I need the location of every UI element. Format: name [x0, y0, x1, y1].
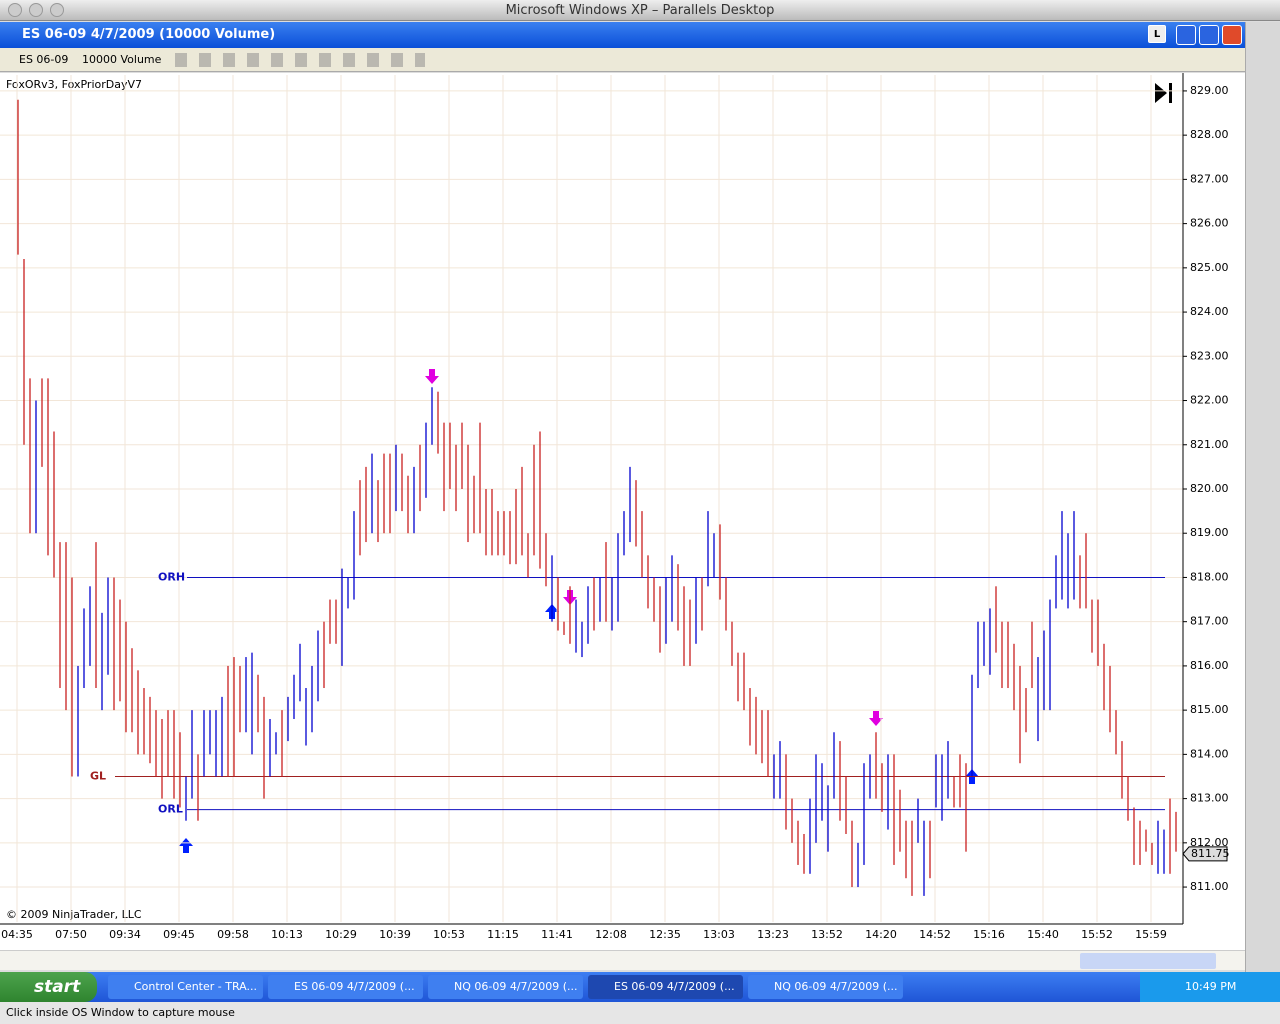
scrollbar[interactable]	[0, 950, 1245, 970]
y-tick-label: 817.00	[1190, 615, 1229, 628]
y-tick-label: 827.00	[1190, 172, 1229, 185]
y-tick-label: 825.00	[1190, 261, 1229, 274]
x-tick-label: 13:52	[811, 928, 843, 941]
x-tick-label: 14:52	[919, 928, 951, 941]
y-tick-label: 818.00	[1190, 570, 1229, 583]
y-tick-label: 828.00	[1190, 128, 1229, 141]
max-button[interactable]	[1199, 25, 1219, 45]
x-tick-label: 09:34	[109, 928, 141, 941]
x-tick-label: 12:35	[649, 928, 681, 941]
y-tick-label: 812.00	[1190, 836, 1229, 849]
x-tick-label: 15:40	[1027, 928, 1059, 941]
x-tick-label: 12:08	[595, 928, 627, 941]
statusbar: Click inside OS Window to capture mouse	[0, 1002, 1280, 1024]
x-tick-label: 14:20	[865, 928, 897, 941]
y-tick-label: 816.00	[1190, 659, 1229, 672]
l-button[interactable]: L	[1148, 25, 1166, 43]
level-label: ORL	[158, 803, 183, 816]
zoom[interactable]	[50, 3, 64, 17]
y-tick-label: 822.00	[1190, 394, 1229, 407]
indicators: FoxORv3, FoxPriorDayV7	[6, 78, 142, 91]
chart: FoxORv3, FoxPriorDayV7 © 2009 NinjaTrade…	[0, 73, 1245, 950]
chart-bg	[0, 73, 1245, 950]
x-tick-label: 15:59	[1135, 928, 1167, 941]
scroll-thumb[interactable]	[1080, 953, 1216, 969]
close[interactable]	[8, 3, 22, 17]
y-tick-label: 811.00	[1190, 880, 1229, 893]
tool-icons[interactable]	[175, 53, 425, 67]
taskbar: start Control Center - TRA... ES 06-09 4/…	[0, 972, 1280, 1002]
level-label: ORH	[158, 570, 185, 583]
min-button[interactable]	[1176, 25, 1196, 45]
clock: 10:49 PM	[1140, 972, 1280, 1002]
x-tick-label: 11:15	[487, 928, 519, 941]
toolbar: ES 06-09 10000 Volume	[0, 48, 1245, 72]
y-tick-label: 824.00	[1190, 305, 1229, 318]
task-button[interactable]: NQ 06-09 4/7/2009 (...	[748, 975, 903, 999]
window-titlebar: ES 06-09 4/7/2009 (10000 Volume) L	[0, 22, 1245, 48]
mac-titlebar: Microsoft Windows XP – Parallels Desktop	[0, 0, 1280, 21]
copyright: © 2009 NinjaTrader, LLC	[6, 908, 142, 921]
level-label: GL	[90, 769, 106, 782]
x-tick-label: 10:13	[271, 928, 303, 941]
task-button[interactable]: Control Center - TRA...	[108, 975, 263, 999]
go-end[interactable]	[1155, 83, 1172, 103]
y-tick-label: 820.00	[1190, 482, 1229, 495]
close-button[interactable]	[1222, 25, 1242, 45]
y-tick-label: 815.00	[1190, 703, 1229, 716]
instrument-select[interactable]: ES 06-09	[19, 53, 69, 66]
last-price-box	[1182, 846, 1228, 862]
x-tick-label: 07:50	[55, 928, 87, 941]
x-tick-label: 15:52	[1081, 928, 1113, 941]
y-tick-label: 829.00	[1190, 84, 1229, 97]
y-tick-label: 823.00	[1190, 349, 1229, 362]
x-tick-label: 04:35	[1, 928, 33, 941]
x-tick-label: 15:16	[973, 928, 1005, 941]
y-tick-label: 819.00	[1190, 526, 1229, 539]
x-tick-label: 10:39	[379, 928, 411, 941]
task-button[interactable]: ES 06-09 4/7/2009 (...	[268, 975, 423, 999]
x-tick-label: 10:29	[325, 928, 357, 941]
x-tick-label: 13:23	[757, 928, 789, 941]
x-tick-label: 09:58	[217, 928, 249, 941]
y-tick-label: 813.00	[1190, 792, 1229, 805]
sidebar	[1245, 22, 1280, 972]
mac-title: Microsoft Windows XP – Parallels Desktop	[505, 3, 775, 18]
task-button[interactable]: ES 06-09 4/7/2009 (...	[588, 975, 743, 999]
status-text: Click inside OS Window to capture mouse	[6, 1006, 235, 1019]
last-price: 811.75	[1191, 847, 1230, 860]
x-tick-label: 09:45	[163, 928, 195, 941]
interval-select[interactable]: 10000 Volume	[82, 53, 162, 66]
x-tick-label: 13:03	[703, 928, 735, 941]
minimize[interactable]	[29, 3, 43, 17]
x-tick-label: 10:53	[433, 928, 465, 941]
window-title: ES 06-09 4/7/2009 (10000 Volume)	[22, 27, 276, 42]
task-button[interactable]: NQ 06-09 4/7/2009 (...	[428, 975, 583, 999]
y-tick-label: 814.00	[1190, 747, 1229, 760]
y-tick-label: 821.00	[1190, 438, 1229, 451]
x-tick-label: 11:41	[541, 928, 573, 941]
start-button[interactable]: start	[0, 972, 97, 1002]
y-tick-label: 826.00	[1190, 217, 1229, 230]
